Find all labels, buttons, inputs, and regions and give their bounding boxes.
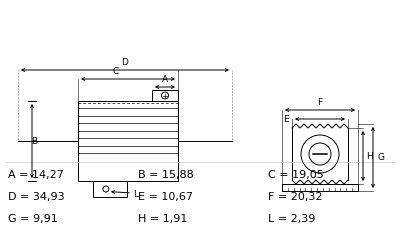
Text: E: E	[283, 115, 289, 124]
Text: B: B	[31, 136, 37, 145]
Bar	[152, 90, 178, 101]
Text: D: D	[122, 58, 128, 67]
Bar	[93, 181, 127, 197]
Text: C = 19,05: C = 19,05	[268, 170, 324, 180]
Text: B = 15,88: B = 15,88	[138, 170, 194, 180]
Text: F: F	[318, 98, 322, 107]
Text: C: C	[113, 67, 119, 76]
Text: D = 34,93: D = 34,93	[8, 192, 65, 202]
Text: H = 1,91: H = 1,91	[138, 214, 187, 224]
Text: L = 2,39: L = 2,39	[268, 214, 315, 224]
Text: A: A	[162, 75, 168, 84]
Bar	[78, 101, 178, 181]
Text: E = 10,67: E = 10,67	[138, 192, 193, 202]
Text: F = 20,32: F = 20,32	[268, 192, 322, 202]
Text: H: H	[366, 151, 373, 161]
Text: G = 9,91: G = 9,91	[8, 214, 58, 224]
Text: G: G	[377, 153, 384, 162]
Text: L: L	[133, 189, 138, 198]
Text: A = 14,27: A = 14,27	[8, 170, 64, 180]
